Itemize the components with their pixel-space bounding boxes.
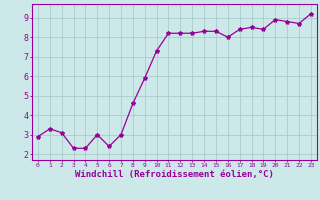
X-axis label: Windchill (Refroidissement éolien,°C): Windchill (Refroidissement éolien,°C) xyxy=(75,170,274,179)
